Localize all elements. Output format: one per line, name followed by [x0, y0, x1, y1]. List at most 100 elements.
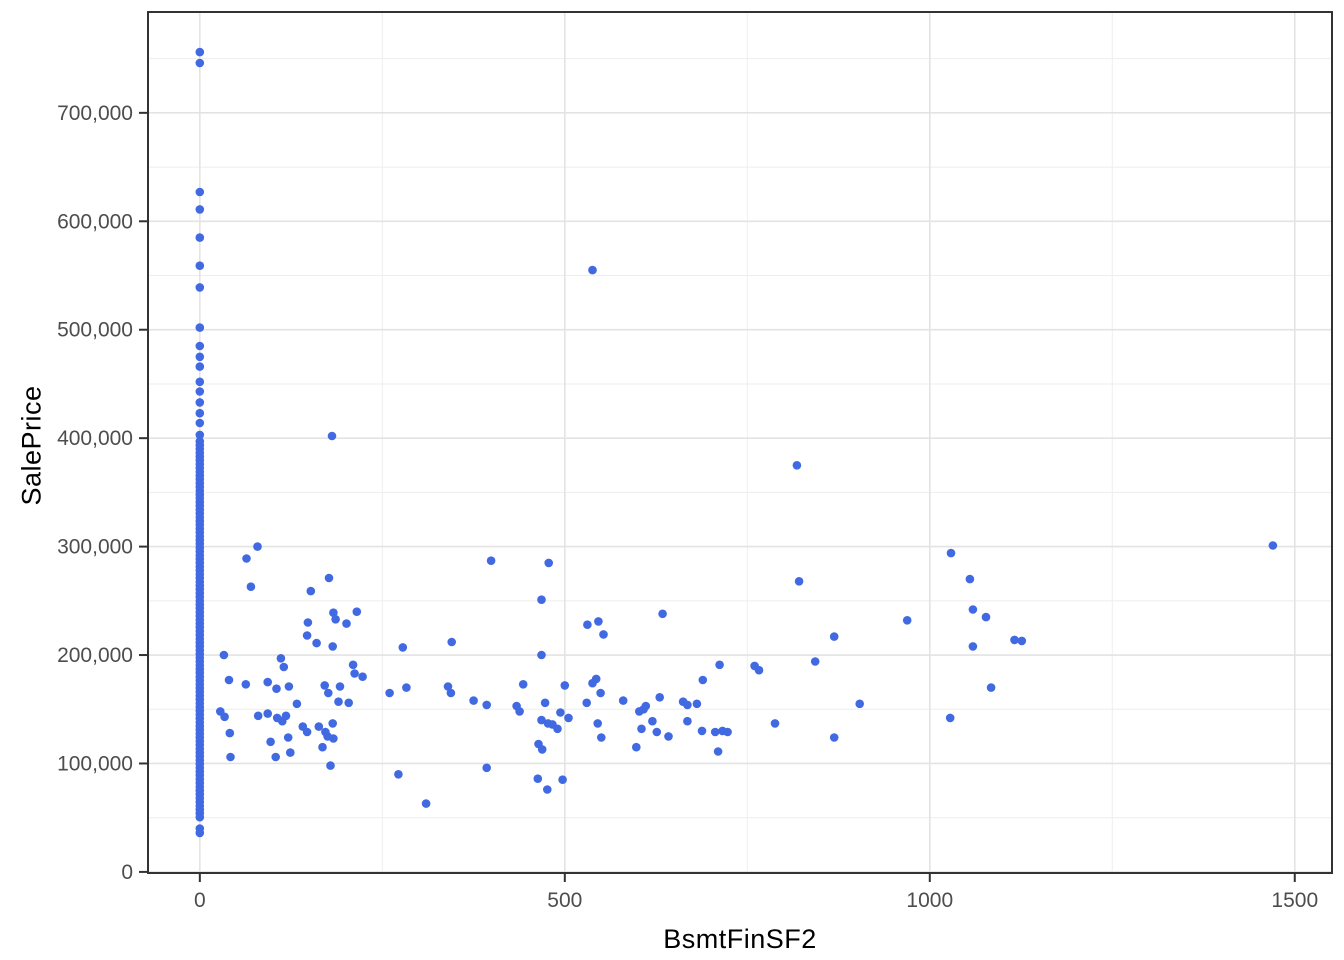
data-point — [543, 785, 552, 794]
x-tick-label: 500 — [547, 889, 582, 912]
data-point — [829, 632, 839, 641]
data-point — [639, 705, 648, 714]
data-point — [597, 733, 606, 742]
data-point — [583, 620, 592, 629]
data-point — [594, 617, 603, 626]
x-tick-label: 1000 — [906, 889, 953, 912]
data-point — [421, 799, 431, 808]
data-point — [324, 573, 334, 583]
data-point — [195, 828, 205, 838]
data-point — [394, 770, 403, 779]
y-tick-label: 200,000 — [57, 644, 133, 667]
data-point — [968, 605, 978, 614]
data-point — [618, 696, 628, 705]
y-tick-label: 700,000 — [57, 102, 133, 125]
data-point — [195, 430, 205, 440]
data-point — [334, 697, 343, 706]
data-point — [810, 657, 820, 666]
data-point — [710, 727, 720, 737]
data-point — [981, 612, 991, 622]
data-point — [715, 660, 724, 670]
data-point — [314, 722, 324, 731]
data-point — [692, 699, 702, 709]
data-point — [540, 698, 550, 708]
data-point — [220, 712, 229, 722]
data-point — [195, 418, 205, 428]
y-tick-label: 300,000 — [57, 536, 133, 559]
data-point — [968, 642, 978, 651]
data-point — [253, 542, 262, 551]
data-point — [683, 700, 692, 710]
data-point — [596, 688, 605, 698]
data-point — [302, 631, 312, 640]
data-point — [556, 708, 565, 717]
data-point — [326, 761, 335, 770]
data-point — [195, 377, 205, 387]
data-point — [283, 733, 293, 742]
x-tick-label: 1500 — [1271, 889, 1318, 912]
data-point — [482, 763, 492, 773]
data-point — [486, 556, 496, 565]
data-point — [306, 586, 316, 596]
data-point — [1268, 541, 1278, 550]
data-point — [242, 554, 251, 563]
data-point — [225, 728, 235, 738]
data-point — [697, 726, 707, 736]
data-point — [558, 775, 567, 784]
data-point — [553, 724, 562, 734]
data-point — [312, 638, 321, 648]
data-point — [655, 693, 664, 702]
data-point — [537, 650, 546, 660]
data-point — [335, 682, 345, 691]
data-point — [195, 233, 205, 242]
data-point — [219, 650, 229, 660]
data-point — [537, 745, 547, 754]
data-point — [770, 719, 780, 728]
data-point — [195, 261, 205, 271]
data-point — [792, 461, 802, 470]
data-point — [447, 637, 457, 647]
data-point — [253, 711, 263, 721]
data-point — [324, 688, 333, 698]
data-point — [303, 618, 313, 627]
data-point — [195, 362, 205, 371]
data-point — [302, 727, 312, 737]
data-point — [241, 680, 251, 689]
data-point — [272, 684, 281, 693]
data-point — [599, 630, 608, 639]
data-point — [683, 716, 692, 726]
data-point — [637, 724, 646, 734]
data-point — [195, 352, 205, 362]
data-point — [195, 58, 205, 68]
data-point — [279, 662, 289, 672]
data-point — [328, 642, 338, 651]
data-point — [195, 812, 205, 822]
data-point — [588, 678, 597, 688]
y-tick-label: 600,000 — [57, 210, 133, 233]
data-point — [632, 742, 641, 752]
data-point — [329, 608, 338, 617]
data-point — [331, 615, 340, 624]
data-point — [560, 681, 570, 690]
data-point — [263, 709, 273, 718]
data-point — [318, 742, 327, 752]
data-point — [284, 682, 294, 691]
y-tick-label: 100,000 — [57, 752, 133, 775]
data-point — [342, 619, 351, 628]
data-point — [320, 681, 330, 690]
x-tick-label: 0 — [194, 889, 206, 912]
x-axis-title: BsmtFinSF2 — [663, 924, 817, 954]
data-point — [195, 47, 205, 57]
data-point — [713, 747, 723, 756]
data-point — [652, 727, 662, 737]
data-point — [582, 698, 591, 708]
y-axis-title: SalePrice — [16, 385, 47, 506]
data-point — [515, 707, 524, 716]
data-point — [986, 683, 996, 692]
data-point — [698, 675, 708, 685]
data-point — [327, 431, 337, 441]
y-tick-label: 400,000 — [57, 427, 133, 450]
data-point — [648, 716, 657, 726]
data-point — [263, 677, 273, 687]
data-point — [358, 672, 367, 681]
